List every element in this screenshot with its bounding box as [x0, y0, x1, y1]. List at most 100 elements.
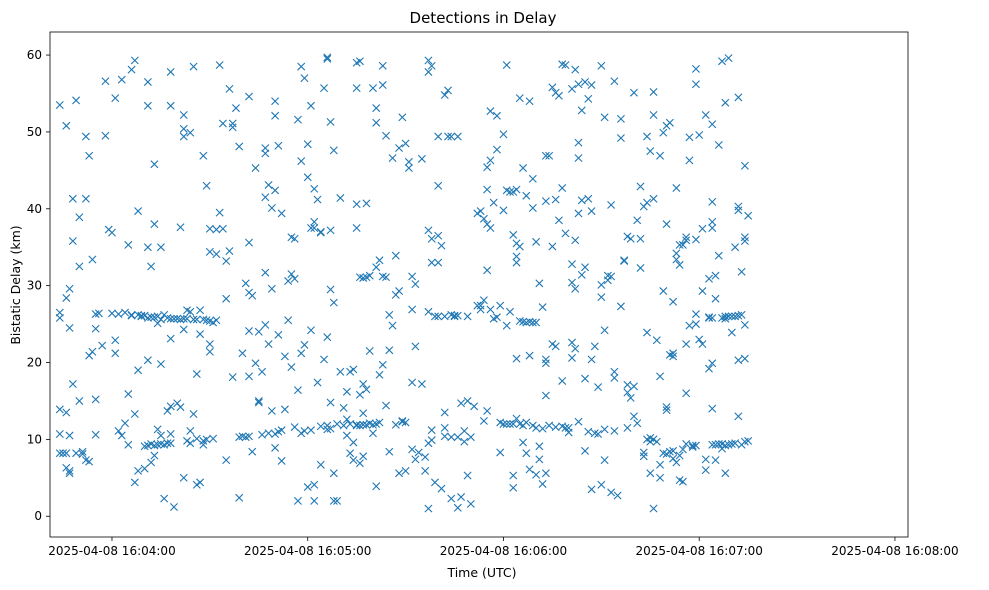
data-point: [424, 56, 433, 65]
data-point: [737, 267, 746, 276]
data-point: [623, 423, 632, 432]
data-point: [408, 378, 417, 387]
data-point: [691, 64, 700, 73]
data-point: [329, 146, 338, 155]
data-point: [303, 483, 312, 492]
data-point: [525, 351, 534, 360]
data-point: [218, 224, 227, 233]
data-point: [310, 184, 319, 193]
data-point: [368, 84, 377, 93]
data-point: [600, 113, 609, 122]
data-point: [708, 313, 717, 322]
data-point: [192, 370, 201, 379]
data-point: [261, 320, 270, 329]
data-point: [316, 460, 325, 469]
x-axis-title: Time (UTC): [446, 565, 516, 580]
data-point: [643, 132, 651, 141]
data-point: [326, 398, 335, 407]
data-point: [166, 439, 175, 448]
data-point: [150, 160, 159, 169]
data-point: [626, 393, 635, 402]
data-point: [633, 216, 642, 225]
data-point: [336, 194, 345, 203]
data-point: [424, 307, 433, 316]
data-point: [594, 430, 603, 438]
data-point: [143, 77, 152, 86]
data-point: [502, 321, 511, 330]
data-point: [130, 56, 139, 65]
data-point: [685, 133, 694, 142]
data-point: [186, 307, 195, 316]
data-point: [65, 431, 74, 440]
data-point: [147, 313, 156, 322]
data-point: [346, 449, 355, 458]
data-point: [597, 480, 606, 489]
data-point: [362, 385, 371, 394]
data-point: [600, 326, 609, 335]
data-point: [649, 194, 658, 203]
y-tick-label: 50: [27, 125, 42, 139]
data-point: [398, 113, 407, 122]
data-point: [623, 380, 632, 389]
data-point: [629, 88, 638, 97]
data-point: [316, 422, 325, 431]
data-point: [587, 207, 596, 216]
data-point: [571, 284, 580, 293]
data-point: [225, 247, 234, 256]
data-point: [744, 436, 753, 445]
data-point: [424, 226, 433, 235]
data-point: [111, 336, 120, 345]
data-point: [261, 193, 270, 202]
data-point: [574, 209, 583, 218]
data-point: [264, 340, 273, 349]
data-point: [391, 420, 400, 429]
axes-frame: [49, 31, 909, 538]
data-point: [447, 132, 456, 141]
data-point: [610, 367, 619, 376]
data-point: [85, 457, 94, 466]
data-point: [166, 334, 175, 343]
data-point: [62, 408, 71, 417]
data-point: [163, 439, 172, 448]
data-point: [307, 326, 315, 335]
data-point: [339, 421, 348, 430]
data-point: [101, 131, 110, 140]
data-point: [88, 347, 97, 356]
data-point: [499, 206, 508, 215]
data-point: [310, 496, 319, 505]
data-point: [91, 324, 100, 333]
data-point: [372, 482, 381, 491]
data-point: [251, 359, 260, 368]
data-point: [538, 303, 547, 312]
data-point: [284, 316, 293, 325]
data-point: [160, 494, 169, 503]
data-point: [476, 305, 485, 314]
data-point: [212, 225, 221, 234]
data-point: [313, 378, 322, 387]
data-point: [489, 198, 498, 207]
data-point: [649, 87, 658, 96]
data-point: [541, 197, 550, 206]
data-point: [277, 456, 286, 465]
data-point: [355, 459, 364, 468]
data-point: [656, 151, 665, 160]
data-point: [202, 181, 211, 190]
data-point: [303, 140, 312, 149]
data-point: [199, 151, 208, 160]
data-point: [656, 473, 665, 482]
data-point: [333, 420, 342, 428]
data-point: [94, 309, 103, 318]
data-point: [434, 132, 443, 141]
data-point: [567, 338, 576, 347]
data-point: [310, 224, 319, 232]
data-point: [274, 330, 283, 339]
data-point: [140, 464, 149, 473]
data-point: [711, 271, 720, 280]
data-point: [551, 423, 560, 432]
data-point: [293, 115, 302, 124]
data-point: [424, 67, 433, 76]
data-point: [245, 432, 253, 441]
data-point: [277, 209, 286, 218]
data-point: [166, 402, 175, 411]
data-point: [290, 234, 299, 243]
